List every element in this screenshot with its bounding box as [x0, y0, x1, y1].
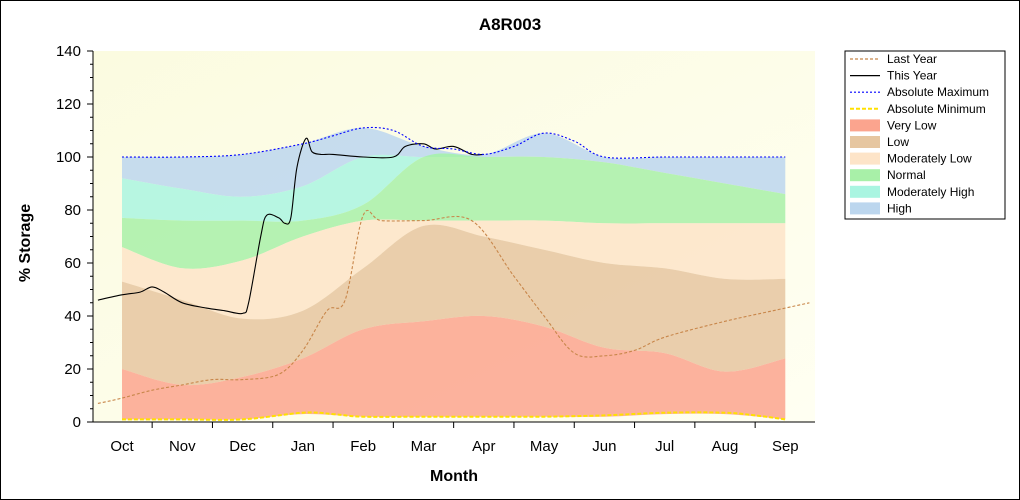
legend-label-high: High [887, 201, 912, 215]
legend-label-moderately-high: Moderately High [887, 185, 974, 199]
y-tick-label: 40 [64, 308, 81, 325]
lines-layer [97, 126, 810, 421]
series-absolute-minimum [121, 411, 786, 421]
axes-layer: 0 20 40 60 80 100 120 140 Oct Nov Dec Jan Feb Mar Apr M… [56, 43, 815, 455]
legend-label-this-year: This Year [887, 69, 937, 83]
x-tick-label: Apr [472, 438, 495, 455]
x-tick-label: Aug [712, 438, 739, 455]
legend-label-last-year: Last Year [887, 52, 937, 66]
legend-swatch-high [850, 202, 880, 215]
legend-swatch-moderately-low [850, 152, 880, 165]
legend-label-absolute-maximum: Absolute Maximum [887, 85, 989, 99]
legend-swatch-low [850, 136, 880, 148]
legend-swatch-very-low [850, 119, 880, 132]
y-tick-label: 120 [56, 96, 81, 113]
band-low [122, 224, 786, 386]
band-normal [122, 153, 786, 269]
legend: Last Year This Year Absolute Maximum Absolu… [844, 50, 1006, 220]
legend-swatch-moderately-high [850, 185, 880, 198]
x-tick-label: Mar [411, 438, 437, 455]
chart-title: A8R003 [479, 15, 541, 34]
band-moderately-low [122, 219, 786, 320]
y-tick-label: 80 [64, 202, 81, 219]
legend-label-moderately-low: Moderately Low [887, 152, 972, 166]
x-tick-label: Feb [350, 438, 376, 455]
x-tick-label: Jul [655, 438, 674, 455]
legend-swatch-normal [850, 169, 880, 182]
x-tick-label: Nov [169, 438, 196, 455]
legend-label-very-low: Very Low [887, 118, 937, 132]
x-axis-title: Month [430, 468, 478, 485]
x-tick-label: Dec [229, 438, 256, 455]
legend-label-normal: Normal [887, 168, 926, 182]
y-tick-label: 100 [56, 149, 81, 166]
y-tick-label: 20 [64, 361, 81, 378]
x-tick-label: Jun [592, 438, 616, 455]
x-tick-label: Oct [110, 438, 134, 455]
y-tick-label: 140 [56, 43, 81, 60]
bands-layer [122, 127, 786, 420]
x-tick-label: May [530, 438, 559, 455]
y-tick-label: 0 [73, 414, 81, 431]
band-very-low [122, 315, 786, 420]
series-this-year [97, 137, 484, 315]
x-tick-label: Sep [772, 438, 799, 455]
series-last-year [97, 209, 810, 404]
x-tick-label: Jan [291, 438, 315, 455]
legend-label-low: Low [887, 135, 909, 149]
band-moderately-high [122, 153, 786, 222]
y-axis-title: % Storage [17, 204, 34, 282]
legend-label-absolute-minimum: Absolute Minimum [887, 102, 986, 116]
band-high [122, 127, 786, 197]
y-tick-label: 60 [64, 255, 81, 272]
